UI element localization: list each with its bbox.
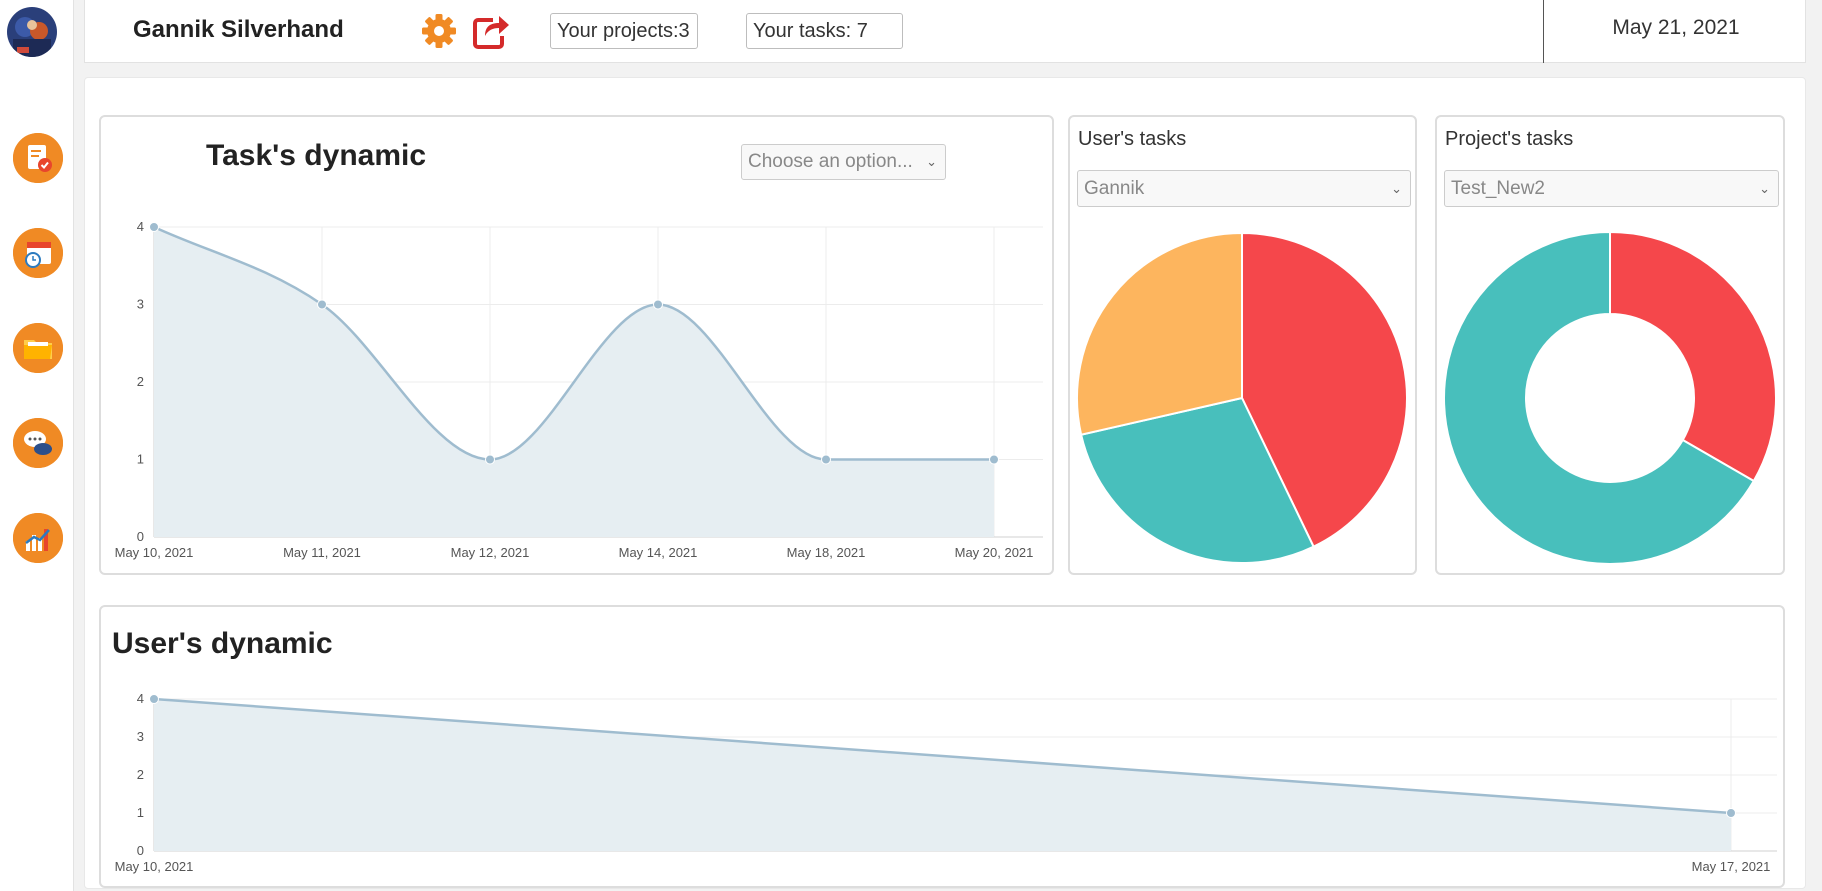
user-dynamic-x-tick-label: May 10, 2021 [115, 859, 194, 874]
settings-button[interactable] [419, 12, 459, 50]
user-dynamic-y-tick-label: 1 [137, 805, 144, 820]
chat-bubbles-icon [13, 418, 63, 468]
users-tasks-slice [1079, 396, 1315, 564]
avatar[interactable] [7, 7, 57, 57]
bar-chart-icon [13, 513, 63, 563]
sidebar-item-tasks[interactable] [13, 133, 63, 183]
date-divider [1543, 0, 1544, 63]
gear-icon [422, 14, 456, 48]
users-tasks-select-value: Gannik [1084, 178, 1145, 199]
avatar-image-icon [7, 7, 57, 57]
task-dynamic-y-tick-label: 2 [137, 374, 144, 389]
user-dynamic-series-area [154, 699, 1731, 851]
folder-icon [13, 323, 63, 373]
user-dynamic-data-point [149, 694, 159, 704]
task-dynamic-x-tick-label: May 20, 2021 [955, 545, 1034, 560]
user-dynamic-x-tick-label: May 17, 2021 [1692, 859, 1771, 874]
user-dynamic-y-tick-label: 2 [137, 767, 144, 782]
sidebar-item-calendar[interactable] [13, 228, 63, 278]
task-dynamic-data-point [821, 454, 831, 465]
user-dynamic-title: User's dynamic [112, 627, 333, 660]
users-tasks-pie-chart [1076, 231, 1408, 564]
users-tasks-title: User's tasks [1078, 128, 1187, 150]
users-tasks-select[interactable]: Gannik ⌄ [1077, 170, 1411, 207]
sidebar-item-projects[interactable] [13, 323, 63, 373]
task-dynamic-chart: 0 1 2 3 4 May 10, 2021 May 11, 2021 May 12, 202… [115, 219, 1043, 560]
task-dynamic-select-value: Choose an option... [748, 151, 913, 172]
sidebar-item-chat[interactable] [13, 418, 63, 468]
calendar-clock-icon [13, 228, 63, 278]
user-dynamic-data-point [1726, 808, 1736, 818]
projects-tasks-title: Project's tasks [1445, 128, 1574, 150]
task-dynamic-data-point [149, 222, 159, 232]
user-dynamic-series-line [153, 697, 1732, 815]
top-bar: Gannik Silverhand Your projects:3 Your t… [84, 0, 1806, 63]
users-tasks-slice [1241, 231, 1408, 548]
users-tasks-slice [1076, 231, 1243, 436]
user-dynamic-y-tick-label: 0 [137, 843, 144, 858]
user-dynamic-chart: 0 1 2 3 4 May 10, 2021 May 17, 2021 [115, 691, 1777, 874]
task-dynamic-x-tick-label: May 18, 2021 [787, 545, 866, 560]
task-dynamic-y-tick-label: 0 [137, 529, 144, 544]
share-exit-icon [473, 16, 509, 49]
projects-tasks-slice [1443, 230, 1756, 565]
task-dynamic-select[interactable]: Choose an option... ⌄ [741, 144, 946, 180]
users-tasks-card: User's tasks Gannik ⌄ [1068, 115, 1417, 575]
task-dynamic-data-point [485, 454, 495, 465]
chevron-down-icon: ⌄ [1391, 181, 1402, 196]
projects-tasks-slice [1609, 230, 1777, 483]
projects-tasks-donut-chart [1443, 230, 1777, 565]
user-dynamic-y-tick-label: 4 [137, 691, 144, 706]
chevron-down-icon: ⌄ [1759, 181, 1770, 196]
task-dynamic-x-tick-label: May 14, 2021 [619, 545, 698, 560]
task-dynamic-data-point [317, 299, 327, 310]
task-dynamic-y-tick-label: 3 [137, 297, 144, 312]
task-dynamic-x-tick-label: May 10, 2021 [115, 545, 194, 560]
projects-tasks-select-value: Test_New2 [1451, 178, 1545, 199]
chevron-down-icon: ⌄ [926, 154, 937, 169]
task-dynamic-x-tick-label: May 11, 2021 [283, 545, 361, 560]
task-dynamic-y-tick-label: 1 [137, 452, 144, 467]
projects-count-field[interactable]: Your projects:3 [550, 13, 698, 49]
task-list-icon [13, 133, 63, 183]
sidebar [0, 0, 74, 891]
task-dynamic-title: Task's dynamic [206, 139, 427, 172]
task-dynamic-card: Task's dynamic Choose an option... ⌄ 0 1 2… [99, 115, 1054, 575]
task-dynamic-y-tick-label: 4 [137, 219, 144, 234]
tasks-count-field[interactable]: Your tasks: 7 [746, 13, 903, 49]
projects-tasks-select[interactable]: Test_New2 ⌄ [1444, 170, 1779, 207]
projects-tasks-card: Project's tasks Test_New2 ⌄ [1435, 115, 1785, 575]
task-dynamic-data-point [989, 454, 999, 465]
task-dynamic-data-point [653, 299, 663, 310]
user-dynamic-y-tick-label: 3 [137, 729, 144, 744]
user-dynamic-card: User's dynamic 0 1 2 3 4 May 10, 2021 May 17, … [99, 605, 1785, 888]
current-date: May 21, 2021 [1612, 16, 1740, 39]
task-dynamic-x-tick-label: May 12, 2021 [451, 545, 530, 560]
sidebar-item-statistics[interactable] [13, 513, 63, 563]
logout-button[interactable] [471, 12, 511, 50]
user-name: Gannik Silverhand [133, 16, 344, 43]
